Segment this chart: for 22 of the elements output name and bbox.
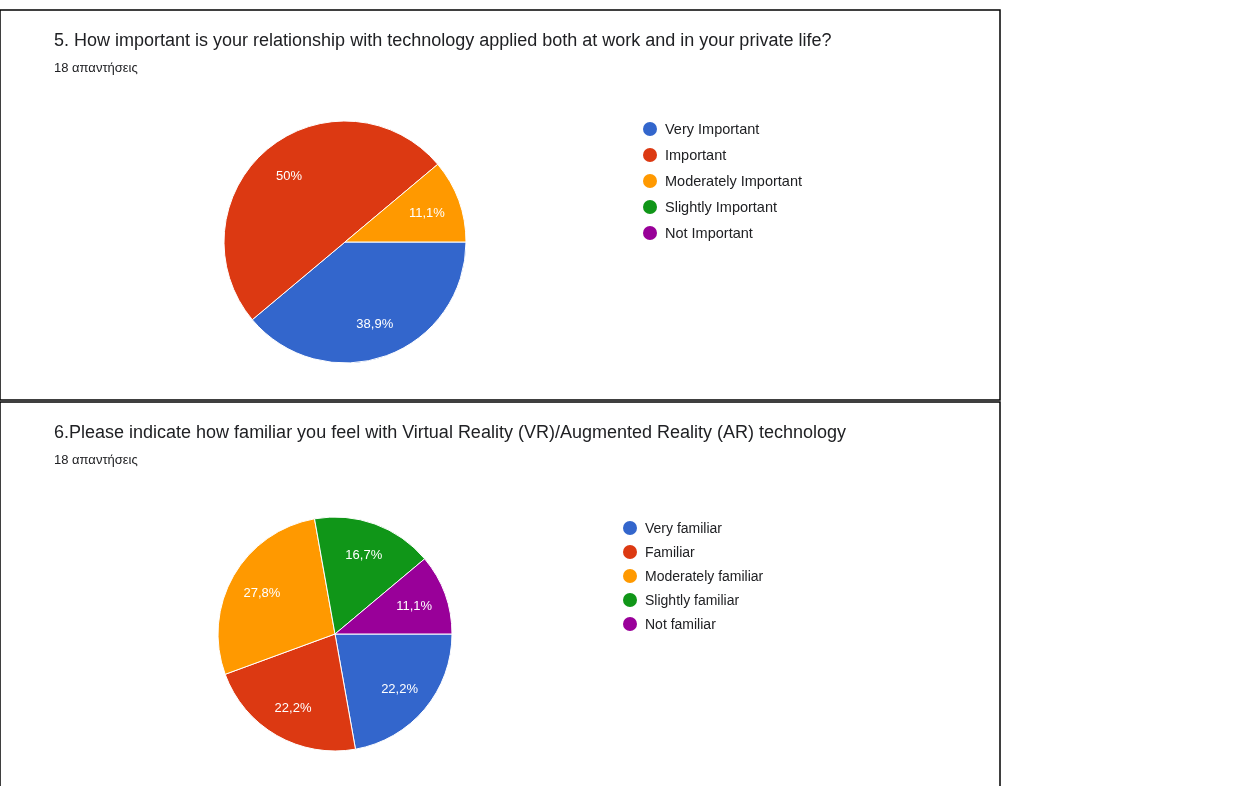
legend-label: Familiar — [645, 543, 696, 560]
chart-title: 5. How important is your relationship with technology applied both at work and in your private life? — [54, 30, 832, 50]
legend-label: Moderately familiar — [645, 567, 764, 584]
legend-label: Slightly Important — [665, 199, 778, 216]
data-label: 11,1% — [396, 597, 433, 613]
data-label: 38,9% — [356, 316, 394, 332]
data-label: 50% — [276, 167, 303, 183]
text: 18 απαντήσεις — [54, 452, 138, 467]
data-label: 27,8% — [243, 584, 281, 600]
data-label: 22,2% — [381, 680, 419, 696]
chart-title: 6.Please indicate how familiar you feel with Virtual Reality (VR)/Augmented Reality (AR) technology — [54, 422, 847, 442]
data-label: 22,2% — [274, 699, 312, 715]
legend-label: Very familiar — [645, 519, 723, 536]
legend-label: Important — [665, 147, 727, 164]
data-label: 16,7% — [345, 547, 383, 563]
text: 18 απαντήσεις — [54, 60, 138, 75]
data-label: 11,1% — [408, 204, 446, 220]
legend-label: Not Important — [665, 225, 753, 242]
legend-label: Very Important — [665, 121, 760, 138]
legend-label: Not familiar — [645, 615, 717, 632]
legend-label: Moderately Important — [665, 173, 803, 190]
legend-label: Slightly familiar — [645, 591, 740, 608]
